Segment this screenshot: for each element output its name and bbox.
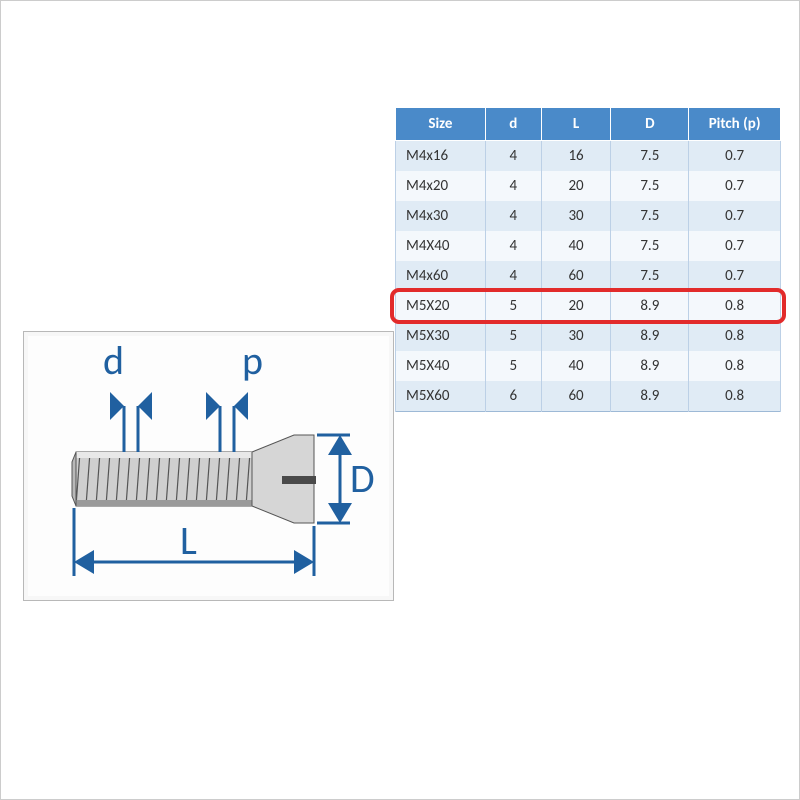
- cell-size: M4x16: [396, 141, 486, 172]
- cell-D: 7.5: [611, 141, 689, 172]
- cell-size: M5X30: [396, 321, 486, 351]
- col-header-D: D: [611, 108, 689, 141]
- cell-d: 5: [485, 321, 541, 351]
- cell-D: 8.9: [611, 351, 689, 381]
- dimension-L: L: [74, 508, 314, 576]
- cell-L: 16: [541, 141, 611, 172]
- cell-size: M4x20: [396, 171, 486, 201]
- cell-D: 7.5: [611, 231, 689, 261]
- cell-p: 0.8: [689, 321, 781, 351]
- cell-d: 6: [485, 381, 541, 412]
- cell-L: 40: [541, 351, 611, 381]
- label-p: p: [242, 336, 263, 385]
- cell-L: 60: [541, 381, 611, 412]
- cell-size: M4x60: [396, 261, 486, 291]
- col-header-size: Size: [396, 108, 486, 141]
- cell-p: 0.7: [689, 231, 781, 261]
- cell-d: 4: [485, 141, 541, 172]
- cell-D: 8.9: [611, 321, 689, 351]
- col-header-d: d: [485, 108, 541, 141]
- table-header: Size d L D Pitch (p): [396, 108, 781, 141]
- cell-d: 5: [485, 291, 541, 321]
- cell-p: 0.7: [689, 201, 781, 231]
- table-row: M4X404407.50.7: [396, 231, 781, 261]
- table-row: M5X305308.90.8: [396, 321, 781, 351]
- table-body: M4x164167.50.7 M4x204207.50.7 M4x304307.…: [396, 141, 781, 412]
- cell-size: M4X40: [396, 231, 486, 261]
- screw-diagram-svg: d p L D: [24, 332, 395, 602]
- cell-D: 7.5: [611, 171, 689, 201]
- dimension-p: p: [206, 336, 263, 452]
- cell-D: 7.5: [611, 201, 689, 231]
- screw-diagram-panel: d p L D: [23, 331, 394, 601]
- cell-p: 0.8: [689, 351, 781, 381]
- cell-L: 60: [541, 261, 611, 291]
- dimension-d: d: [103, 336, 152, 452]
- cell-L: 30: [541, 201, 611, 231]
- cell-size: M5X40: [396, 351, 486, 381]
- cell-p: 0.8: [689, 291, 781, 321]
- cell-D: 8.9: [611, 381, 689, 412]
- col-header-L: L: [541, 108, 611, 141]
- table-row: M4x304307.50.7: [396, 201, 781, 231]
- cell-p: 0.7: [689, 171, 781, 201]
- cell-D: 8.9: [611, 291, 689, 321]
- cell-size: M5X60: [396, 381, 486, 412]
- table-row: M4x604607.50.7: [396, 261, 781, 291]
- table-row: M4x164167.50.7: [396, 141, 781, 172]
- cell-L: 40: [541, 231, 611, 261]
- cell-L: 20: [541, 291, 611, 321]
- cell-p: 0.7: [689, 261, 781, 291]
- cell-size: M4x30: [396, 201, 486, 231]
- spec-table: Size d L D Pitch (p) M4x164167.50.7 M4x2…: [395, 107, 781, 412]
- label-d: d: [103, 336, 124, 385]
- dimension-D: D: [317, 435, 375, 523]
- cell-d: 5: [485, 351, 541, 381]
- table-row: M4x204207.50.7: [396, 171, 781, 201]
- cell-L: 30: [541, 321, 611, 351]
- table-row: M5X405408.90.8: [396, 351, 781, 381]
- screw-shape: [72, 435, 316, 523]
- cell-d: 4: [485, 261, 541, 291]
- cell-p: 0.7: [689, 141, 781, 172]
- table-row: M5X606608.90.8: [396, 381, 781, 412]
- cell-size: M5X20: [396, 291, 486, 321]
- cell-L: 20: [541, 171, 611, 201]
- label-D: D: [350, 454, 375, 503]
- cell-d: 4: [485, 201, 541, 231]
- col-header-p: Pitch (p): [689, 108, 781, 141]
- cell-D: 7.5: [611, 261, 689, 291]
- table-row: M5X205208.90.8: [396, 291, 781, 321]
- label-L: L: [180, 516, 197, 565]
- cell-d: 4: [485, 171, 541, 201]
- cell-d: 4: [485, 231, 541, 261]
- cell-p: 0.8: [689, 381, 781, 412]
